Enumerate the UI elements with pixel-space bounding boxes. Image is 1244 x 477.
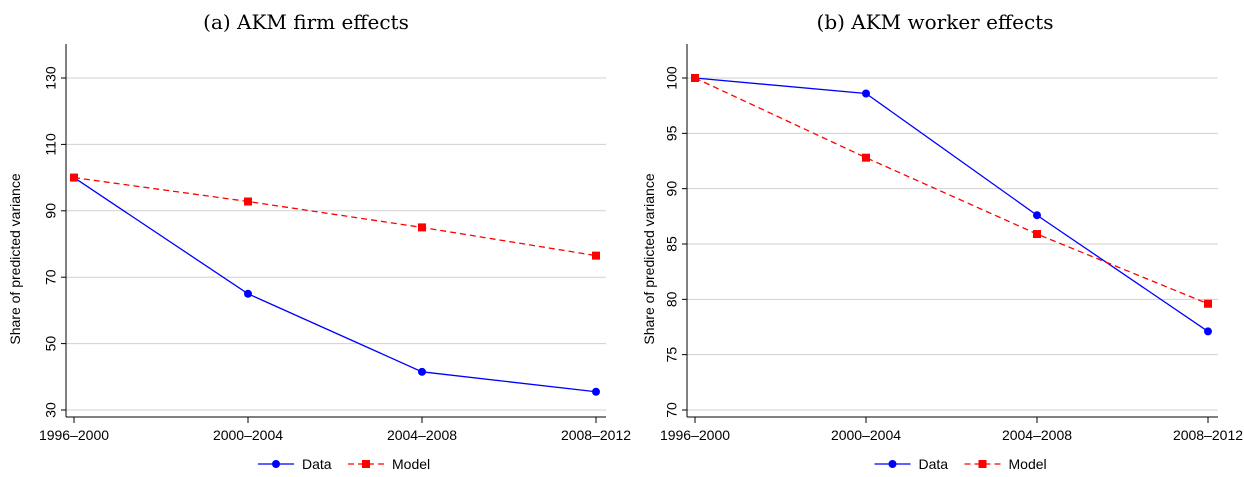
legend-label: Data: [302, 456, 332, 472]
legend: Data Model: [874, 456, 1047, 472]
y-tick-label: 100: [664, 66, 680, 90]
data-point-model: [244, 197, 252, 206]
data-point-data: [862, 89, 870, 98]
y-tick-label: 130: [43, 66, 59, 90]
data-point-model: [691, 74, 699, 82]
data-point-model: [1204, 299, 1212, 308]
series-line-data: [73, 177, 597, 393]
legend-marker: [978, 460, 987, 468]
data-point-model: [592, 251, 600, 260]
legend-marker: [272, 460, 280, 468]
x-tick-label: 2000–2004: [831, 427, 901, 443]
series-line-model: [694, 77, 1209, 305]
legend-label: Model: [1009, 456, 1047, 472]
data-point-data: [244, 289, 252, 298]
series-line-data: [694, 77, 1209, 332]
chart-title: (a) AKM firm effects: [203, 10, 409, 34]
data-point-model: [418, 223, 426, 232]
x-tick-label: 2000–2004: [213, 427, 283, 443]
y-tick-label: 70: [43, 269, 59, 285]
y-tick-label: 95: [664, 125, 680, 141]
x-tick-label: 2008–2012: [561, 427, 631, 443]
data-point-data: [1033, 211, 1041, 220]
data-point-model: [70, 173, 78, 182]
y-tick-label: 85: [664, 236, 680, 252]
y-tick-label: 110: [43, 133, 59, 156]
data-point-model: [862, 153, 870, 162]
data-point-data: [592, 387, 600, 396]
legend: Data Model: [258, 456, 430, 472]
x-tick-label: 2004–2008: [1002, 427, 1072, 443]
legend-label: Model: [392, 456, 430, 472]
chart-panel-2: (b) AKM worker effects 70 75 80 85 90 95 100 Sha…: [641, 10, 1243, 472]
y-tick-label: 80: [664, 291, 680, 307]
x-tick-label: 2008–2012: [1173, 427, 1243, 443]
x-tick-label: 2004–2008: [387, 427, 457, 443]
legend-label: Data: [919, 456, 949, 472]
chart-title: (b) AKM worker effects: [817, 10, 1054, 34]
legend-marker: [362, 460, 370, 468]
legend-marker: [888, 460, 897, 468]
y-tick-label: 70: [664, 402, 680, 418]
data-point-data: [1204, 327, 1212, 336]
y-axis-label: Share of predicted variance: [641, 173, 657, 344]
data-point-model: [1033, 230, 1041, 239]
x-tick-label: 1996–2000: [660, 427, 730, 443]
y-tick-label: 90: [664, 181, 680, 197]
y-tick-label: 50: [43, 336, 59, 352]
y-tick-label: 30: [43, 402, 59, 418]
y-axis-label: Share of predicted variance: [7, 173, 23, 344]
y-tick-label: 75: [664, 347, 680, 363]
chart-panel-1: (a) AKM firm effects 30 50 70 90 110 130 Share …: [7, 10, 631, 472]
x-tick-label: 1996–2000: [39, 427, 109, 443]
data-point-data: [418, 367, 426, 376]
series-line-model: [73, 176, 597, 257]
y-tick-label: 90: [43, 203, 59, 219]
